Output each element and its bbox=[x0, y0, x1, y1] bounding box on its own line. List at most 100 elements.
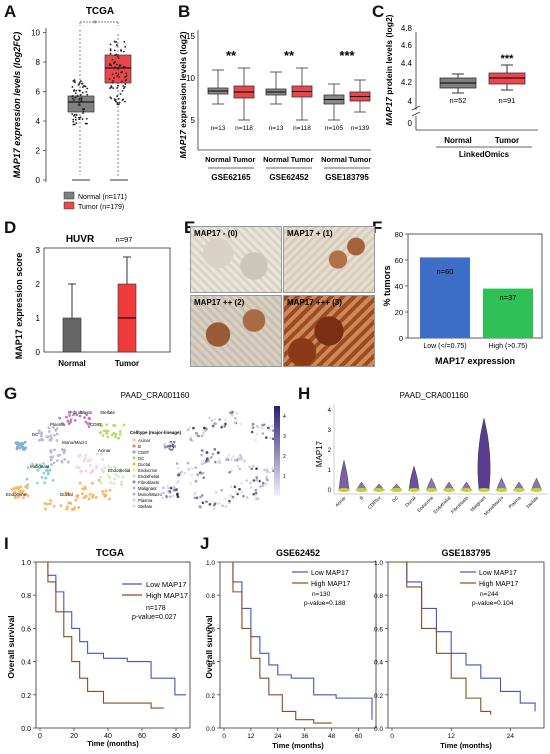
j-xlabel: Time (months) bbox=[440, 741, 492, 750]
j-legend-high: High MAP17 bbox=[311, 581, 350, 588]
panel-a-title: TCGA bbox=[86, 6, 114, 17]
g-title: PAAD_CRA001160 bbox=[121, 391, 190, 400]
h-ylabel: MAP17 bbox=[315, 440, 324, 467]
f-ylabel: % tumors bbox=[382, 265, 392, 306]
panel-label-i: I bbox=[4, 534, 9, 553]
d-ytick: 2 bbox=[36, 280, 41, 289]
a-ytick: 6 bbox=[36, 88, 41, 97]
panel-label-g: G bbox=[4, 384, 18, 403]
f-ytick: 80 bbox=[395, 230, 403, 239]
d-xlabel: Normal bbox=[58, 359, 86, 368]
j-ytick: 0.2 bbox=[206, 693, 215, 700]
c-n-tumor: n=91 bbox=[499, 96, 516, 105]
ihc-image-0: MAP17 - (0) bbox=[190, 226, 282, 293]
b-n: n=13 bbox=[211, 125, 226, 132]
h-xtick: Acinar bbox=[334, 495, 347, 508]
g-cluster-label: Fibroblasts bbox=[70, 410, 93, 415]
panel-label-d: D bbox=[4, 218, 17, 237]
b-xlabel: Normal bbox=[321, 155, 347, 164]
b-xlabel: Tumor bbox=[291, 155, 314, 164]
km-curve bbox=[392, 561, 492, 715]
b-group: GSE183795 bbox=[325, 173, 369, 182]
panel-f-barchart: % tumors 0 20 40 60 80 n=60 n=37 Low (</=0.7… bbox=[382, 230, 543, 366]
h-ytick: 0 bbox=[328, 488, 332, 494]
g-legend-item: B bbox=[138, 444, 141, 449]
i-title: TCGA bbox=[96, 548, 124, 559]
g-scale: 2 bbox=[283, 454, 286, 460]
panel-a-ylabel: MAP17 expression levels (log2FC) bbox=[12, 32, 22, 179]
i-ylabel: Overall survival bbox=[6, 615, 16, 678]
g-scale: 1 bbox=[283, 474, 286, 480]
a-ytick: 10 bbox=[31, 29, 40, 38]
j-ytick: 0.8 bbox=[374, 593, 383, 600]
g-legend-item: Ductal bbox=[138, 462, 150, 467]
c-sig: *** bbox=[501, 53, 515, 65]
c-ytick: 4.2 bbox=[401, 78, 413, 87]
d-ytick: 0 bbox=[36, 348, 41, 357]
km-curve bbox=[224, 561, 373, 720]
f-ytick: 20 bbox=[395, 308, 403, 317]
j-ytick: 0.2 bbox=[374, 693, 383, 700]
b-xlabel: Normal bbox=[205, 155, 231, 164]
f-xlabel: High (>0.75) bbox=[489, 343, 528, 350]
i-p: p-value=0.027 bbox=[132, 614, 177, 621]
panel-b-ylabel: MAP17 expression levels (log2) bbox=[178, 31, 188, 158]
legend-normal: Normal (n=171) bbox=[78, 194, 127, 201]
h-xtick: B bbox=[359, 495, 365, 501]
panel-j-km: Overall survival GSE62452 0.0 0.2 0.4 0.6 0.8… bbox=[204, 548, 545, 750]
g-legend-item: Mono/Macro bbox=[138, 492, 162, 497]
g-cluster-label: DC bbox=[32, 432, 39, 437]
ihc-image-2: MAP17 ++ (2) bbox=[190, 295, 282, 367]
panel-label-a: A bbox=[4, 2, 17, 21]
f-ytick: 40 bbox=[395, 282, 403, 291]
j-xtick: 48 bbox=[328, 733, 336, 740]
b-n: n=139 bbox=[351, 125, 370, 132]
g-cluster-label: Endothelial bbox=[108, 468, 130, 473]
j-ylabel: Overall survival bbox=[204, 615, 214, 678]
km-curve bbox=[40, 561, 164, 709]
bar-high bbox=[483, 288, 533, 338]
j-ytick: 0.8 bbox=[206, 593, 215, 600]
b-group: GSE62452 bbox=[269, 173, 309, 182]
panel-label-f: F bbox=[372, 218, 383, 237]
j-ytick: 0.4 bbox=[374, 660, 383, 667]
i-xtick: 40 bbox=[104, 733, 112, 740]
h-xtick: Malignant bbox=[469, 495, 487, 513]
j-xtick: 36 bbox=[301, 733, 309, 740]
c-xlabel: Tumor bbox=[495, 136, 519, 145]
c-ytick: 4.4 bbox=[401, 59, 413, 68]
h-ytick: 3 bbox=[328, 428, 332, 434]
c-ytick: 4 bbox=[408, 97, 413, 106]
g-cluster-label: Endocrine bbox=[6, 492, 27, 497]
g-scale: 3 bbox=[283, 434, 286, 440]
panel-a-sig: * bbox=[93, 19, 97, 30]
panel-b-boxplots: MAP17 expression levels (log2) 5 10 15 n… bbox=[178, 30, 372, 182]
ihc-image-3: MAP17 +++ (3) bbox=[283, 295, 375, 367]
j-ytick: 0.6 bbox=[374, 626, 383, 633]
j-p: p-value=0.188 bbox=[304, 600, 346, 607]
c-ytick: 0 bbox=[408, 119, 413, 128]
g-cluster-label: Ductal bbox=[60, 492, 73, 497]
i-ytick: 0.6 bbox=[21, 626, 31, 633]
j-legend-low: Low MAP17 bbox=[311, 570, 349, 577]
g-legend-item: Plasma bbox=[138, 498, 153, 503]
g-legend-title: Celltype (major-lineage) bbox=[130, 430, 182, 435]
h-ytick: 1 bbox=[328, 468, 332, 474]
h-xtick: Stellate bbox=[525, 495, 540, 510]
j-xtick: 0 bbox=[390, 733, 394, 740]
f-ytick: 60 bbox=[395, 256, 403, 265]
b-xlabel: Tumor bbox=[349, 155, 372, 164]
j-xtick: 12 bbox=[448, 733, 456, 740]
g-scale: 4 bbox=[283, 414, 286, 420]
a-ytick: 2 bbox=[36, 147, 41, 156]
b-n: n=118 bbox=[293, 125, 311, 132]
d-n: n=97 bbox=[116, 235, 133, 244]
i-xtick: 60 bbox=[138, 733, 146, 740]
h-ytick: 4 bbox=[328, 408, 332, 414]
b-xlabel: Tumor bbox=[233, 155, 256, 164]
ihc-image-1: MAP17 + (1) bbox=[283, 226, 375, 293]
g-cluster-label: Acinar bbox=[98, 448, 111, 453]
i-ytick: 0.0 bbox=[21, 726, 31, 733]
panel-c-boxplot: MAP17 protein levels (log2) 0 4 4.2 4.4 … bbox=[384, 14, 538, 159]
g-legend-item: Endothelial bbox=[138, 474, 159, 479]
